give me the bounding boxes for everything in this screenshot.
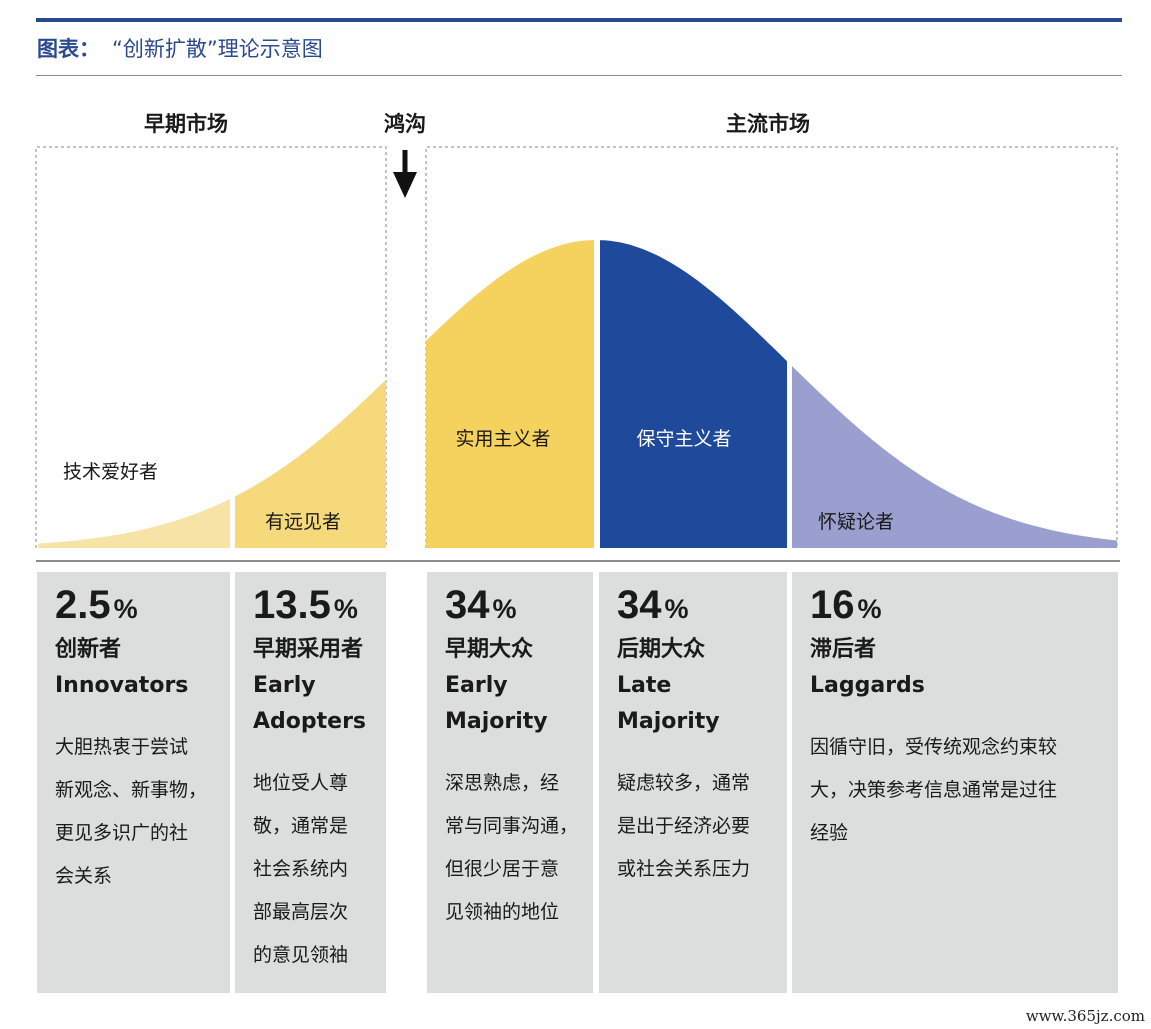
- card-percent-unit: %: [857, 594, 882, 624]
- card-english-name: Majority: [617, 709, 720, 734]
- card-english-name: Early: [445, 673, 508, 698]
- curve-segment-early-adopters: [235, 379, 386, 548]
- card-percent: 34%: [617, 582, 787, 632]
- card-description-line: 常与同事沟通，: [445, 815, 579, 837]
- card-description-line: 敬，通常是: [253, 815, 349, 837]
- card-chinese-name: 滞后者: [810, 637, 877, 662]
- card-chinese-name: 创新者: [55, 637, 122, 662]
- card-description: 因循守旧，受传统观念约束较 大，决策参考信息通常是过往 经验: [810, 726, 1118, 855]
- title-rule: [36, 75, 1122, 76]
- card-percent-value: 16: [810, 583, 855, 627]
- card-description-line: 见领袖的地位: [445, 901, 560, 923]
- mainstream-market-label: 主流市场: [726, 112, 810, 136]
- card-percent-unit: %: [492, 594, 517, 624]
- curve-label-laggards: 怀疑论者: [818, 511, 894, 533]
- figure-label: 图表：: [37, 37, 100, 61]
- card-laggards: 16% 滞后者 Laggards 因循守旧，受传统观念约束较 大，决策参考信息通常是过往…: [792, 572, 1118, 993]
- figure-title: 图表： “创新扩散”理论示意图: [37, 34, 323, 64]
- card-percent: 2.5%: [55, 582, 230, 632]
- card-chinese-name: 后期大众: [617, 637, 706, 662]
- curve-segment-early-majority: [426, 240, 594, 548]
- card-percent: 13.5%: [253, 582, 386, 632]
- card-description-line: 深思熟虑，经: [445, 772, 560, 794]
- chasm-arrow-icon: [393, 150, 417, 198]
- card-description-line: 大，决策参考信息通常是过往: [810, 779, 1058, 801]
- card-english-name: Laggards: [810, 673, 925, 698]
- card-description-line: 大胆热衷于尝试: [55, 736, 189, 758]
- curve-label-innovators: 技术爱好者: [63, 461, 158, 483]
- card-chinese-name: 早期大众: [445, 637, 534, 662]
- source-url: www.365jz.com: [1025, 1007, 1145, 1025]
- card-percent-value: 13.5: [253, 583, 331, 627]
- card-description-line: 经验: [810, 822, 849, 844]
- card-description-line: 因循守旧，受传统观念约束较: [810, 736, 1058, 758]
- card-percent-unit: %: [664, 594, 689, 624]
- chasm-label: 鸿沟: [384, 112, 426, 136]
- card-description-line: 但很少居于意: [445, 858, 560, 880]
- card-chinese-name: 早期采用者: [253, 637, 364, 662]
- card-percent-value: 34: [445, 583, 490, 627]
- card-description-line: 更见多识广的社: [55, 822, 189, 844]
- curve-label-early-majority: 实用主义者: [455, 428, 550, 450]
- card-description: 深思熟虑，经 常与同事沟通， 但很少居于意 见领袖的地位: [445, 762, 593, 934]
- curve-segment-laggards: [792, 366, 1117, 548]
- card-description-line: 疑虑较多，通常: [617, 772, 751, 794]
- card-early-majority: 34% 早期大众 Early Majority 深思熟虑，经 常与同事沟通， 但很少居于意见…: [427, 572, 593, 993]
- card-description: 地位受人尊敬，通常是社会系统内部最高层次的意见领袖: [253, 762, 386, 977]
- curve-label-early-adopters: 有远见者: [265, 511, 341, 533]
- card-description-line: 的意见领袖: [253, 944, 349, 966]
- card-description-line: 社会系统内: [253, 858, 349, 880]
- card-english-name: Early: [253, 673, 316, 698]
- card-description: 疑虑较多，通常 是出于经济必要 或社会关系压力: [617, 762, 787, 891]
- card-description-line: 地位受人尊: [253, 772, 349, 794]
- card-english-name: Innovators: [55, 673, 189, 698]
- early-market-box: [35, 146, 387, 548]
- early-market-label: 早期市场: [144, 112, 228, 136]
- card-description-line: 或社会关系压力: [617, 858, 751, 880]
- card-percent-unit: %: [113, 594, 138, 624]
- card-percent: 34%: [445, 582, 593, 632]
- figure-title-text: “创新扩散”理论示意图: [112, 37, 323, 61]
- card-percent-value: 34: [617, 583, 662, 627]
- card-early-adopters: 13.5% 早期采用者 Early Adopters 地位受人尊敬，通常是社会系统内部最…: [235, 572, 386, 993]
- card-description-line: 新观念、新事物，: [55, 779, 208, 801]
- card-percent-value: 2.5: [55, 583, 111, 627]
- card-english-name: Majority: [445, 709, 548, 734]
- card-description-line: 是出于经济必要: [617, 815, 751, 837]
- card-english-name: Late: [617, 673, 672, 698]
- card-description-line: 部最高层次: [253, 901, 349, 923]
- curve-label-late-majority: 保守主义者: [636, 428, 731, 450]
- card-percent-unit: %: [333, 594, 358, 624]
- card-late-majority: 34% 后期大众 Late Majority 疑虑较多，通常 是出于经济必要 或社会关系压力: [599, 572, 787, 993]
- card-percent: 16%: [810, 582, 1118, 632]
- curve-segment-innovators: [38, 498, 230, 548]
- card-innovators: 2.5% 创新者 Innovators 大胆热衷于尝试 新观念、新事物， 更见多识广的社会…: [37, 572, 230, 993]
- top-rule: [36, 18, 1122, 22]
- card-description-line: 会关系: [55, 865, 113, 887]
- curve-segment-late-majority: [600, 240, 787, 548]
- card-english-name: Adopters: [253, 709, 367, 734]
- card-description: 大胆热衷于尝试 新观念、新事物， 更见多识广的社 会关系: [55, 726, 230, 898]
